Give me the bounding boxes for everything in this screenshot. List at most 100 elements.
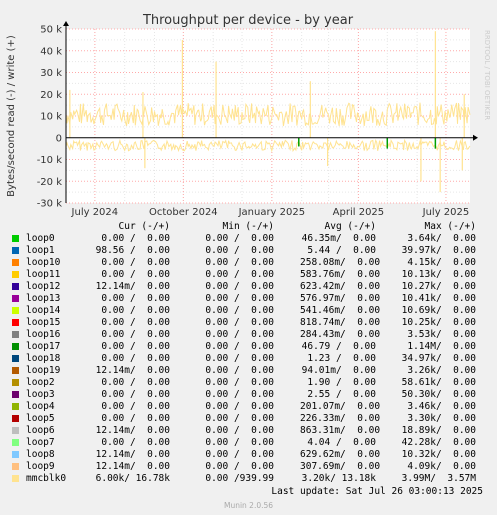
chart-watermark: RRDTOOL / TOBI OETIKER [483, 30, 491, 120]
legend-max: 4.15k/ 0.00 [407, 257, 476, 268]
legend-avg: 4.04 / 0.00 [307, 437, 376, 448]
legend-min: 0.00 / 0.00 [205, 413, 274, 424]
legend-name: loop2 [26, 377, 55, 388]
legend-max: 10.25k/ 0.00 [401, 317, 476, 328]
series-mmcblk0-write [65, 102, 471, 127]
legend-avg: 307.69m/ 0.00 [300, 461, 381, 472]
legend-name: loop8 [26, 449, 55, 460]
legend-row-loop3: loop3 0.00 / 0.00 0.00 / 0.00 2.55 / 0.00 50… [12, 389, 476, 401]
legend-row-loop2: loop2 0.00 / 0.00 0.00 / 0.00 1.90 / 0.00 58… [12, 377, 476, 389]
legend-cur: 12.14m/ 0.00 [95, 449, 170, 460]
legend-cur: 0.00 / 0.00 [101, 377, 170, 388]
legend-avg: 629.62m/ 0.00 [300, 449, 381, 460]
header-min: Min (-/+) [222, 221, 274, 232]
legend-swatch [12, 271, 19, 278]
legend-min: 0.00 / 0.00 [205, 317, 274, 328]
series-mmcblk0-read [65, 138, 471, 153]
legend-cur: 0.00 / 0.00 [101, 353, 170, 364]
legend-name: loop7 [26, 437, 55, 448]
x-tick-label: April 2025 [333, 207, 384, 218]
legend-row-loop0: loop0 0.00 / 0.00 0.00 / 0.00 46.35m/ 0.00 3… [12, 233, 476, 245]
legend-avg: 818.74m/ 0.00 [300, 317, 381, 328]
y-tick-label: -30 k [37, 199, 63, 210]
legend-min: 0.00 / 0.00 [205, 353, 274, 364]
y-tick-label: 0 [56, 133, 62, 144]
legend-min: 0.00 / 0.00 [205, 389, 274, 400]
legend-min: 0.00 / 0.00 [205, 245, 274, 256]
legend-max: 10.27k/ 0.00 [401, 281, 476, 292]
y-tick-label: -10 k [37, 155, 63, 166]
legend-name: mmcblk0 [26, 473, 67, 484]
legend-avg: 5.44 / 0.00 [307, 245, 376, 256]
legend-min: 0.00 /939.99 [205, 473, 274, 484]
legend-name: loop10 [26, 257, 61, 268]
legend-swatch [12, 247, 19, 254]
last-update-text: Last update: Sat Jul 26 03:00:13 2025 [271, 486, 483, 497]
legend-cur: 0.00 / 0.00 [101, 293, 170, 304]
legend-swatch [12, 331, 19, 338]
legend-cur: 0.00 / 0.00 [101, 401, 170, 412]
legend-table: Cur (-/+) Min (-/+) Avg (-/+) Max (-/+) … [12, 221, 476, 485]
legend-swatch [12, 355, 19, 362]
legend-max: 3.64k/ 0.00 [407, 233, 476, 244]
legend-swatch [12, 439, 19, 446]
legend-avg: 284.43m/ 0.00 [300, 329, 381, 340]
legend-row-loop17: loop17 0.00 / 0.00 0.00 / 0.00 46.79 / 0.00… [12, 341, 476, 353]
legend-min: 0.00 / 0.00 [205, 281, 274, 292]
legend-row-loop13: loop13 0.00 / 0.00 0.00 / 0.00 576.97m/ 0.0… [12, 293, 476, 305]
munin-version: Munin 2.0.56 [223, 501, 274, 510]
legend-max: 58.61k/ 0.00 [401, 377, 476, 388]
legend-row-loop8: loop8 12.14m/ 0.00 0.00 / 0.00 629.62m/ 0.0… [12, 449, 476, 461]
legend-row-loop9: loop9 12.14m/ 0.00 0.00 / 0.00 307.69m/ 0.0… [12, 461, 476, 473]
legend-cur: 0.00 / 0.00 [101, 437, 170, 448]
legend-row-loop11: loop11 0.00 / 0.00 0.00 / 0.00 583.76m/ 0.0… [12, 269, 476, 281]
legend-max: 1.14M/ 0.00 [407, 341, 476, 352]
header-max: Max (-/+) [424, 221, 476, 232]
legend-max: 3.26k/ 0.00 [407, 365, 476, 376]
legend-max: 3.53k/ 0.00 [407, 329, 476, 340]
legend-name: loop6 [26, 425, 55, 436]
legend-cur: 0.00 / 0.00 [101, 305, 170, 316]
legend-name: loop13 [26, 293, 61, 304]
legend-max: 3.99M/ 3.57M [401, 473, 476, 484]
legend-avg: 94.01m/ 0.00 [301, 365, 376, 376]
legend-row-loop4: loop4 0.00 / 0.00 0.00 / 0.00 201.07m/ 0.00… [12, 401, 476, 413]
legend-name: loop16 [26, 329, 61, 340]
legend-name: loop15 [26, 317, 61, 328]
legend-name: loop17 [26, 341, 61, 352]
legend-name: loop0 [26, 233, 55, 244]
legend-row-loop19: loop19 12.14m/ 0.00 0.00 / 0.00 94.01m/ 0.0… [12, 365, 476, 377]
legend-avg: 46.35m/ 0.00 [301, 233, 376, 244]
legend-row-loop16: loop16 0.00 / 0.00 0.00 / 0.00 284.43m/ 0.0… [12, 329, 476, 341]
legend-max: 3.30k/ 0.00 [407, 413, 476, 424]
legend-avg: 258.08m/ 0.00 [300, 257, 381, 268]
legend-swatch [12, 451, 19, 458]
chart-title: Throughput per device - by year [142, 13, 354, 28]
y-tick-label: -20 k [37, 177, 63, 188]
legend-row-loop12: loop12 12.14m/ 0.00 0.00 / 0.00 623.42m/ 0.… [12, 281, 476, 293]
legend-min: 0.00 / 0.00 [205, 401, 274, 412]
legend-min: 0.00 / 0.00 [205, 269, 274, 280]
legend-row-loop7: loop7 0.00 / 0.00 0.00 / 0.00 4.04 / 0.00 42… [12, 437, 476, 449]
legend-swatch [12, 283, 19, 290]
legend-swatch [12, 343, 19, 350]
legend-row-loop10: loop10 0.00 / 0.00 0.00 / 0.00 258.08m/ 0.0… [12, 257, 476, 269]
legend-name: loop5 [26, 413, 55, 424]
legend-cur: 0.00 / 0.00 [101, 269, 170, 280]
legend-max: 39.97k/ 0.00 [401, 245, 476, 256]
legend-row-loop15: loop15 0.00 / 0.00 0.00 / 0.00 818.74m/ 0.0… [12, 317, 476, 329]
legend-avg: 541.46m/ 0.00 [300, 305, 381, 316]
legend-name: loop14 [26, 305, 61, 316]
legend-name: loop18 [26, 353, 61, 364]
legend-name: loop4 [26, 401, 55, 412]
legend-row-loop1: loop1 98.56 / 0.00 0.00 / 0.00 5.44 / 0.00 3… [12, 245, 476, 257]
legend-cur: 12.14m/ 0.00 [95, 461, 170, 472]
legend-min: 0.00 / 0.00 [205, 365, 274, 376]
y-axis-arrow [63, 21, 69, 26]
legend-avg: 583.76m/ 0.00 [300, 269, 381, 280]
legend-cur: 0.00 / 0.00 [101, 257, 170, 268]
legend-avg: 2.55 / 0.00 [307, 389, 376, 400]
legend-swatch [12, 259, 19, 266]
header-cur: Cur (-/+) [118, 221, 170, 232]
legend-cur: 0.00 / 0.00 [101, 389, 170, 400]
